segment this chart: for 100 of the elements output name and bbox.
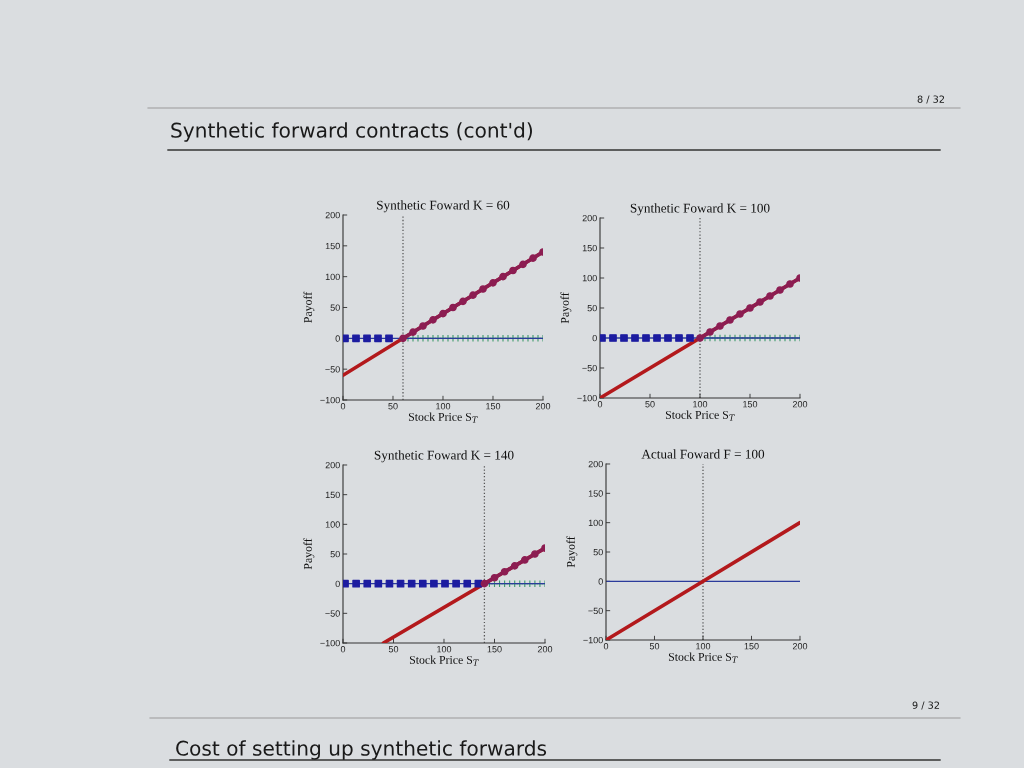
x-tick-label: 100: [437, 646, 452, 653]
point: [766, 292, 774, 300]
y-tick-label: −100: [320, 396, 340, 404]
y-tick-label: 200: [325, 211, 340, 219]
y-tick-label: 50: [593, 548, 603, 556]
text: Cost of setting up synthetic forwards: [176, 740, 547, 760]
point: [352, 334, 360, 343]
y-axis-title: Payoff: [560, 292, 572, 324]
x-tick-label: 0: [603, 643, 609, 650]
point: [452, 579, 460, 588]
chart-title: Synthetic Foward K = 140: [374, 450, 514, 463]
chart-title: Synthetic Foward K = 60: [377, 200, 510, 213]
x-tick-label: 100: [436, 403, 451, 410]
text: Synthetic forward contracts (cont'd): [171, 122, 532, 142]
point: [653, 334, 661, 342]
x-axis-title: Stock Price S$_{T}$: [409, 655, 479, 666]
point: [463, 579, 472, 588]
point: [726, 316, 734, 324]
point: [736, 310, 744, 318]
point: [409, 328, 417, 336]
point: [520, 556, 529, 564]
y-tick-label: 50: [330, 304, 340, 311]
y-tick-label: 100: [582, 274, 597, 282]
point: [429, 316, 437, 324]
point: [459, 297, 467, 306]
x-tick-label: 150: [744, 643, 759, 650]
x-axis-title: Stock Price S$_{T}$: [665, 410, 735, 421]
point: [480, 579, 489, 588]
point: [746, 304, 754, 312]
chart-title: Synthetic Foward K = 100: [630, 203, 770, 216]
y-axis-title: Payoff: [303, 538, 315, 570]
y-tick-label: 0: [335, 335, 340, 342]
y-tick-label: 150: [582, 244, 597, 252]
y-tick-label: 100: [325, 273, 340, 281]
point: [374, 334, 382, 343]
point: [385, 334, 393, 343]
point: [675, 334, 683, 342]
point: [441, 579, 449, 588]
point: [706, 328, 714, 336]
point: [531, 550, 539, 558]
chart-title: Actual Foward F = 100: [641, 449, 765, 459]
point: [519, 260, 527, 269]
y-axis-title: Payoff: [566, 536, 578, 568]
y-tick-label: −100: [583, 636, 603, 644]
point: [418, 579, 427, 588]
point: [529, 254, 537, 262]
point: [509, 266, 517, 275]
y-tick-label: −50: [325, 610, 340, 617]
x-axis-title: Stock Price S$_{T}$: [668, 652, 738, 663]
point: [479, 285, 487, 293]
point: [664, 334, 672, 342]
point: [631, 334, 639, 342]
x-tick-label: 50: [388, 646, 399, 653]
y-tick-label: 0: [598, 578, 603, 585]
x-tick-label: 50: [649, 643, 660, 650]
point: [489, 279, 497, 287]
x-tick-label: 200: [792, 643, 808, 650]
point: [642, 334, 650, 342]
point: [609, 334, 617, 342]
x-tick-label: 0: [340, 646, 346, 653]
y-axis-title: Payoff: [303, 291, 315, 323]
y-tick-label: −100: [320, 639, 340, 647]
x-tick-label: 0: [340, 403, 346, 410]
x-tick-label: 150: [743, 401, 758, 408]
point: [786, 280, 794, 288]
x-tick-label: 150: [486, 403, 501, 410]
point: [430, 579, 438, 588]
y-tick-label: 0: [592, 334, 597, 342]
y-tick-label: −50: [582, 364, 597, 372]
x-tick-label: 200: [537, 646, 553, 653]
x-tick-label: 50: [645, 401, 655, 408]
y-tick-label: −50: [588, 607, 603, 615]
y-tick-label: 150: [588, 490, 603, 497]
point: [490, 573, 499, 582]
x-tick-label: 100: [693, 401, 708, 408]
point: [419, 322, 427, 330]
x-axis-title: Stock Price S$_{T}$: [408, 412, 478, 423]
y-tick-label: 50: [330, 550, 340, 558]
y-tick-label: 100: [325, 521, 340, 528]
point: [363, 334, 371, 343]
y-tick-label: 200: [588, 460, 603, 468]
y-tick-label: 0: [335, 580, 340, 588]
point: [469, 291, 477, 299]
x-tick-label: 150: [487, 646, 502, 653]
point: [620, 334, 628, 342]
point: [363, 579, 372, 588]
point: [399, 334, 407, 343]
text: 8 / 32: [917, 95, 945, 104]
point: [776, 286, 784, 294]
x-tick-label: 200: [535, 403, 551, 410]
point: [510, 562, 519, 570]
point: [352, 579, 360, 588]
y-tick-label: −100: [577, 394, 597, 402]
y-tick-label: 150: [325, 242, 340, 250]
point: [756, 298, 764, 306]
y-tick-label: −50: [325, 366, 340, 373]
point: [439, 309, 447, 318]
x-tick-label: 200: [792, 401, 808, 408]
y-tick-label: 200: [582, 214, 597, 222]
y-tick-label: 50: [587, 304, 597, 312]
